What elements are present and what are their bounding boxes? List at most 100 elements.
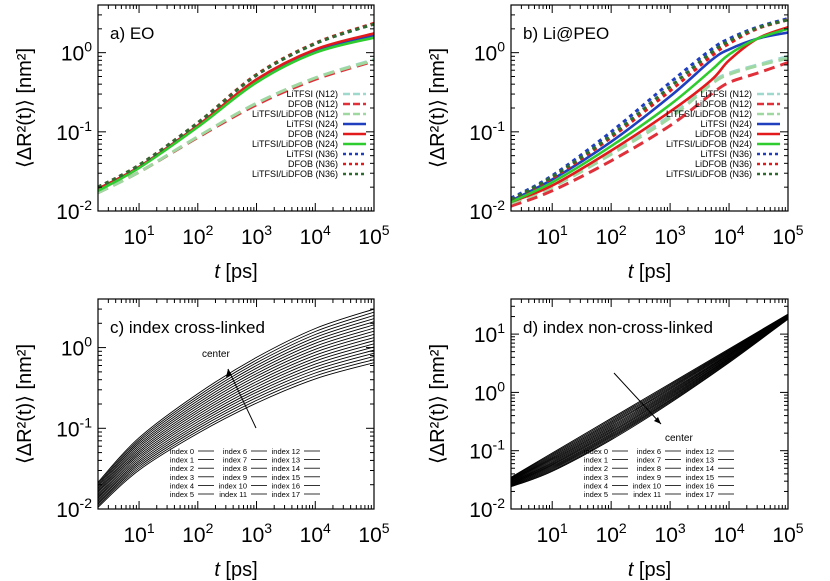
legend-label: index 0 (170, 447, 194, 456)
legend-label: index 12 (272, 447, 300, 456)
x-tick-label: 104 (300, 520, 331, 547)
legend-label: LiDFOB (N24) (695, 129, 752, 139)
series-line (98, 340, 374, 498)
annotation-arrow (613, 372, 662, 425)
legend-label: index 9 (637, 473, 661, 482)
x-tick-label: 104 (713, 222, 744, 249)
x-tick-label: 103 (241, 520, 272, 547)
legend-label: index 1 (170, 456, 194, 465)
legend-label: index 8 (223, 464, 247, 473)
legend-label: DFOB (N12) (288, 99, 338, 109)
x-tick-label: 105 (772, 520, 803, 547)
legend-label: LiTFSI/LiDFOB (N24) (252, 139, 338, 149)
series-line (98, 330, 374, 493)
legend-label: index 16 (272, 481, 300, 490)
y-tick-label: 101 (474, 320, 505, 347)
panel-title: d) index non-cross-linked (523, 318, 713, 337)
series-line (511, 317, 788, 486)
legend-label: LiTFSI/LiDFOB (N36) (666, 169, 752, 179)
legend-label: index 4 (584, 481, 608, 490)
x-axis-label: t [ps] (628, 559, 671, 581)
y-tick-label: 10-2 (469, 197, 505, 224)
legend-label: LiTFSI (N24) (286, 119, 338, 129)
y-tick-label: 10-1 (56, 118, 92, 145)
x-tick-label: 102 (182, 520, 213, 547)
plot-area (98, 308, 374, 508)
plot-area (511, 313, 788, 488)
legend-label: DFOB (N36) (288, 159, 338, 169)
legend-label: LiTFSI (N24) (700, 119, 752, 129)
series-line (98, 337, 374, 496)
series-line (511, 316, 788, 484)
series-line (511, 18, 788, 201)
y-tick-label: 100 (61, 39, 92, 66)
series-line (511, 317, 788, 484)
y-tick-label: 10-1 (469, 118, 505, 145)
legend-label: index 1 (584, 456, 608, 465)
annotation-arrowhead (654, 417, 661, 424)
series-line (511, 316, 788, 483)
legend-label: index 17 (272, 490, 300, 499)
series-line (98, 314, 374, 486)
legend-label: LiTFSI/LiDFOB (N36) (252, 169, 338, 179)
annotation-label: center (665, 433, 693, 444)
series-line (511, 317, 788, 486)
series-line (98, 324, 374, 490)
y-tick-label: 10-2 (56, 495, 92, 522)
panel-d: 101 102 103 104 105 10-2 10-1 100 101 t [ps] ⟨ΔR²(… (427, 298, 804, 581)
x-axis-label: t [ps] (214, 559, 257, 581)
x-tick-label: 102 (596, 520, 627, 547)
legend-label: index 13 (272, 456, 300, 465)
y-tick-label: 10-1 (56, 414, 92, 441)
legend-label: index 9 (223, 473, 247, 482)
series-line (511, 314, 788, 479)
y-tick-label: 100 (474, 378, 505, 405)
legend-label: index 13 (686, 456, 714, 465)
y-axis-label: ⟨ΔR²(t)⟩ [nm²] (427, 344, 449, 464)
annotation-arrowhead (226, 369, 232, 377)
legend-label: LiTFSI/LiDFOB (N24) (666, 139, 752, 149)
series-line (98, 362, 374, 508)
x-axis-label: t [ps] (214, 261, 257, 283)
x-tick-label: 101 (123, 222, 154, 249)
y-tick-label: 100 (61, 334, 92, 361)
y-axis-label: ⟨ΔR²(t)⟩ [nm²] (427, 48, 449, 168)
legend-label: LiTFSI (N36) (286, 149, 338, 159)
series-line (98, 333, 374, 495)
series-line (511, 61, 788, 208)
series-line (98, 349, 374, 502)
legend-label: index 14 (272, 464, 300, 473)
panel-title: a) EO (110, 24, 154, 43)
series-line (511, 315, 788, 482)
series-line (98, 343, 374, 499)
series-line (511, 314, 788, 480)
plot-frame (510, 298, 789, 510)
x-tick-label: 101 (123, 520, 154, 547)
x-tick-label: 104 (713, 520, 744, 547)
panel-title: c) index cross-linked (110, 318, 265, 337)
legend-label: index 16 (686, 481, 714, 490)
x-tick-label: 105 (772, 222, 803, 249)
series-line (98, 355, 374, 505)
series-line (511, 313, 788, 478)
legend-label: index 2 (584, 464, 608, 473)
series-line (98, 346, 374, 501)
x-tick-label: 105 (358, 222, 389, 249)
x-tick-label: 103 (655, 222, 686, 249)
y-axis-label: ⟨ΔR²(t)⟩ [nm²] (14, 344, 36, 464)
series-line (511, 317, 788, 485)
panel-a: 101 102 103 104 105 10-2 10-1 100 t [ps] ⟨ΔR²(t)⟩… (14, 4, 390, 283)
y-tick-label: 10-2 (56, 197, 92, 224)
series-line (511, 315, 788, 482)
x-tick-label: 101 (537, 222, 568, 249)
annotation-arrow (227, 368, 257, 429)
legend-label: index 0 (584, 447, 608, 456)
legend-label: index 6 (637, 447, 661, 456)
legend-label: index 7 (637, 456, 661, 465)
legend-label: index 12 (686, 447, 714, 456)
legend-label: index 7 (223, 456, 247, 465)
series-line (511, 314, 788, 480)
legend-label: LiTFSI/LiDFOB (N12) (252, 109, 338, 119)
x-axis-label: t [ps] (628, 261, 671, 283)
legend-label: index 6 (223, 447, 247, 456)
